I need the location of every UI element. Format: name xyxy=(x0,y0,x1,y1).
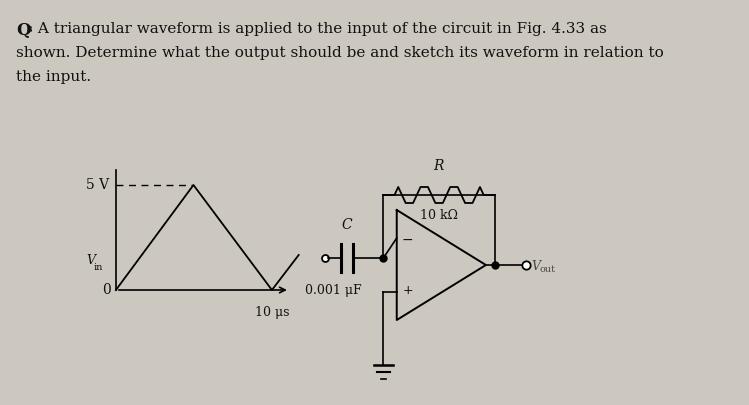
Text: shown. Determine what the output should be and sketch its waveform in relation t: shown. Determine what the output should … xyxy=(16,46,664,60)
Text: 5 V: 5 V xyxy=(85,178,109,192)
Text: V: V xyxy=(531,260,540,273)
Text: C: C xyxy=(342,218,352,232)
Text: 0.001 μF: 0.001 μF xyxy=(305,284,362,297)
Text: ₈: ₈ xyxy=(27,22,32,35)
Text: V: V xyxy=(86,254,95,266)
Text: the input.: the input. xyxy=(16,70,91,84)
Text: 0: 0 xyxy=(102,283,111,297)
Text: in: in xyxy=(94,264,103,273)
Text: A triangular waveform is applied to the input of the circuit in Fig. 4.33 as: A triangular waveform is applied to the … xyxy=(33,22,607,36)
Text: −: − xyxy=(401,233,413,247)
Text: out: out xyxy=(539,266,556,275)
Text: 10 kΩ: 10 kΩ xyxy=(419,209,458,222)
Text: 10 μs: 10 μs xyxy=(255,306,289,319)
Text: +: + xyxy=(402,284,413,296)
Text: R: R xyxy=(434,159,444,173)
Text: Q: Q xyxy=(16,22,31,39)
